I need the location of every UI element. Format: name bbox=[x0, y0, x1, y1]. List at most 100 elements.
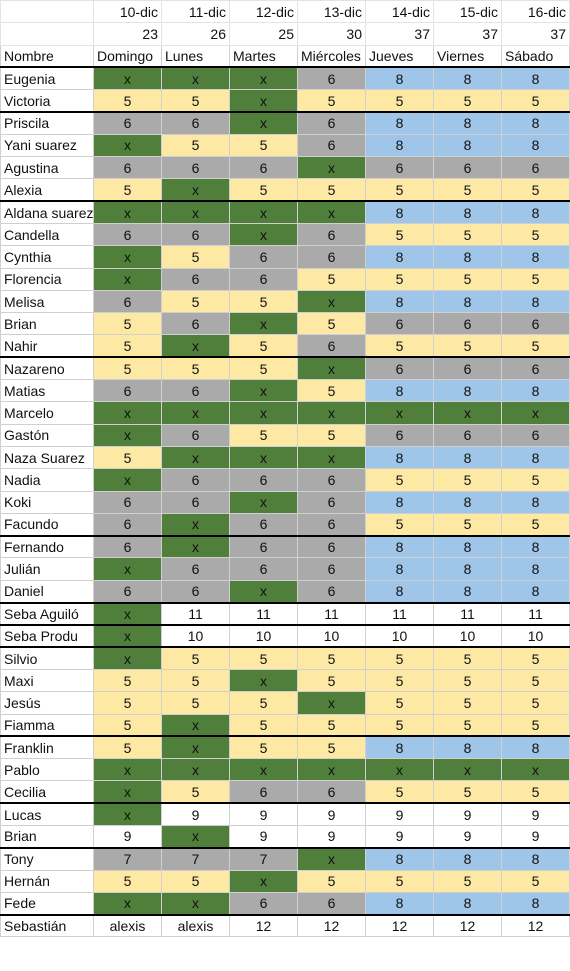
shift-cell[interactable]: 5 bbox=[93, 312, 162, 336]
employee-name-cell[interactable]: Fernando bbox=[0, 534, 94, 559]
day-header[interactable]: Sábado bbox=[501, 44, 570, 68]
shift-cell[interactable]: 12 bbox=[501, 913, 570, 938]
shift-cell[interactable]: 6 bbox=[161, 579, 230, 604]
employee-name-cell[interactable]: Yani suarez bbox=[0, 133, 94, 158]
day-off-cell[interactable]: x bbox=[297, 156, 366, 180]
shift-cell[interactable]: 5 bbox=[297, 713, 366, 737]
day-off-cell[interactable]: x bbox=[297, 846, 366, 871]
shift-cell[interactable]: 8 bbox=[501, 891, 570, 916]
shift-cell[interactable]: 5 bbox=[93, 691, 162, 715]
shift-cell[interactable]: 5 bbox=[501, 178, 570, 202]
employee-name-cell[interactable]: Hernán bbox=[0, 869, 94, 893]
shift-cell[interactable]: 8 bbox=[433, 891, 502, 916]
shift-cell[interactable]: 6 bbox=[161, 379, 230, 403]
day-off-cell[interactable]: x bbox=[297, 401, 366, 425]
shift-cell[interactable]: 10 bbox=[501, 623, 570, 648]
day-off-cell[interactable]: x bbox=[433, 401, 502, 425]
shift-cell[interactable]: 5 bbox=[229, 646, 298, 670]
shift-cell[interactable]: 6 bbox=[229, 512, 298, 537]
day-off-cell[interactable]: x bbox=[229, 401, 298, 425]
shift-cell[interactable]: 8 bbox=[365, 133, 434, 158]
shift-cell[interactable]: 9 bbox=[161, 802, 230, 826]
shift-cell[interactable]: 5 bbox=[297, 312, 366, 336]
shift-cell[interactable]: 8 bbox=[365, 66, 434, 91]
day-off-cell[interactable]: x bbox=[229, 66, 298, 91]
day-header[interactable]: Lunes bbox=[161, 44, 230, 68]
shift-cell[interactable]: 8 bbox=[433, 557, 502, 581]
shift-cell[interactable]: 5 bbox=[365, 713, 434, 737]
shift-cell[interactable]: 10 bbox=[365, 623, 434, 648]
shift-cell[interactable]: 6 bbox=[297, 557, 366, 581]
shift-cell[interactable]: 8 bbox=[365, 379, 434, 403]
day-off-cell[interactable]: x bbox=[93, 601, 162, 626]
shift-cell[interactable]: 11 bbox=[433, 601, 502, 626]
day-off-cell[interactable]: x bbox=[229, 869, 298, 893]
shift-cell[interactable]: 6 bbox=[433, 356, 502, 381]
day-off-cell[interactable]: x bbox=[93, 623, 162, 648]
day-off-cell[interactable]: x bbox=[161, 735, 230, 760]
shift-cell[interactable]: 8 bbox=[501, 735, 570, 760]
shift-cell[interactable]: 8 bbox=[501, 579, 570, 604]
employee-name-cell[interactable]: Pablo bbox=[0, 758, 94, 782]
shift-cell[interactable]: 5 bbox=[501, 691, 570, 715]
shift-cell[interactable]: 6 bbox=[297, 534, 366, 559]
shift-cell[interactable]: 8 bbox=[433, 133, 502, 158]
total-cell[interactable]: 26 bbox=[161, 22, 230, 46]
shift-cell[interactable]: 8 bbox=[433, 200, 502, 224]
day-off-cell[interactable]: x bbox=[229, 110, 298, 135]
date-cell[interactable]: 10-dic bbox=[93, 0, 162, 24]
shift-cell[interactable]: 5 bbox=[433, 780, 502, 804]
day-off-cell[interactable]: x bbox=[93, 646, 162, 670]
day-off-cell[interactable]: x bbox=[93, 468, 162, 492]
employee-name-cell[interactable]: Matias bbox=[0, 379, 94, 403]
shift-cell[interactable]: 6 bbox=[229, 780, 298, 804]
shift-cell[interactable]: 5 bbox=[93, 668, 162, 693]
shift-cell[interactable]: 8 bbox=[433, 110, 502, 135]
day-off-cell[interactable]: x bbox=[161, 178, 230, 202]
shift-cell[interactable]: 10 bbox=[433, 623, 502, 648]
day-off-cell[interactable]: x bbox=[161, 713, 230, 737]
shift-cell[interactable]: 5 bbox=[297, 89, 366, 113]
shift-cell[interactable]: 6 bbox=[297, 66, 366, 91]
shift-cell[interactable]: 5 bbox=[365, 222, 434, 247]
shift-cell[interactable]: 5 bbox=[501, 646, 570, 670]
shift-cell[interactable]: 5 bbox=[93, 713, 162, 737]
shift-cell[interactable]: 5 bbox=[161, 668, 230, 693]
shift-cell[interactable]: 5 bbox=[229, 691, 298, 715]
day-off-cell[interactable]: x bbox=[161, 401, 230, 425]
total-cell[interactable]: 37 bbox=[501, 22, 570, 46]
shift-cell[interactable]: 9 bbox=[229, 824, 298, 849]
shift-cell[interactable]: 6 bbox=[93, 490, 162, 514]
shift-cell[interactable]: 5 bbox=[501, 780, 570, 804]
employee-name-cell[interactable]: Aldana suarez bbox=[0, 200, 94, 224]
shift-cell[interactable]: 5 bbox=[93, 356, 162, 381]
day-off-cell[interactable]: x bbox=[229, 758, 298, 782]
shift-cell[interactable]: 5 bbox=[161, 691, 230, 715]
employee-name-cell[interactable]: Julián bbox=[0, 557, 94, 581]
shift-cell[interactable]: 5 bbox=[365, 512, 434, 537]
day-off-cell[interactable]: x bbox=[93, 200, 162, 224]
shift-cell[interactable]: 6 bbox=[161, 423, 230, 447]
shift-cell[interactable]: alexis bbox=[93, 913, 162, 938]
employee-name-cell[interactable]: Daniel bbox=[0, 579, 94, 604]
employee-name-cell[interactable]: Nazareno bbox=[0, 356, 94, 381]
date-cell[interactable]: 11-dic bbox=[161, 0, 230, 24]
day-off-cell[interactable]: x bbox=[229, 312, 298, 336]
shift-cell[interactable]: 8 bbox=[365, 445, 434, 470]
employee-name-cell[interactable]: Priscila bbox=[0, 110, 94, 135]
shift-cell[interactable]: 7 bbox=[93, 846, 162, 871]
shift-cell[interactable]: 5 bbox=[365, 267, 434, 291]
shift-cell[interactable]: 5 bbox=[365, 468, 434, 492]
shift-cell[interactable]: 5 bbox=[93, 735, 162, 760]
shift-cell[interactable]: 8 bbox=[433, 579, 502, 604]
shift-cell[interactable]: 6 bbox=[501, 156, 570, 180]
shift-cell[interactable]: 6 bbox=[365, 423, 434, 447]
shift-cell[interactable]: 6 bbox=[365, 156, 434, 180]
shift-cell[interactable]: 8 bbox=[501, 846, 570, 871]
shift-cell[interactable]: 8 bbox=[501, 534, 570, 559]
day-off-cell[interactable]: x bbox=[501, 401, 570, 425]
employee-name-cell[interactable]: Franklin bbox=[0, 735, 94, 760]
day-off-cell[interactable]: x bbox=[365, 401, 434, 425]
employee-name-cell[interactable]: Eugenia bbox=[0, 66, 94, 91]
shift-cell[interactable]: 5 bbox=[501, 222, 570, 247]
